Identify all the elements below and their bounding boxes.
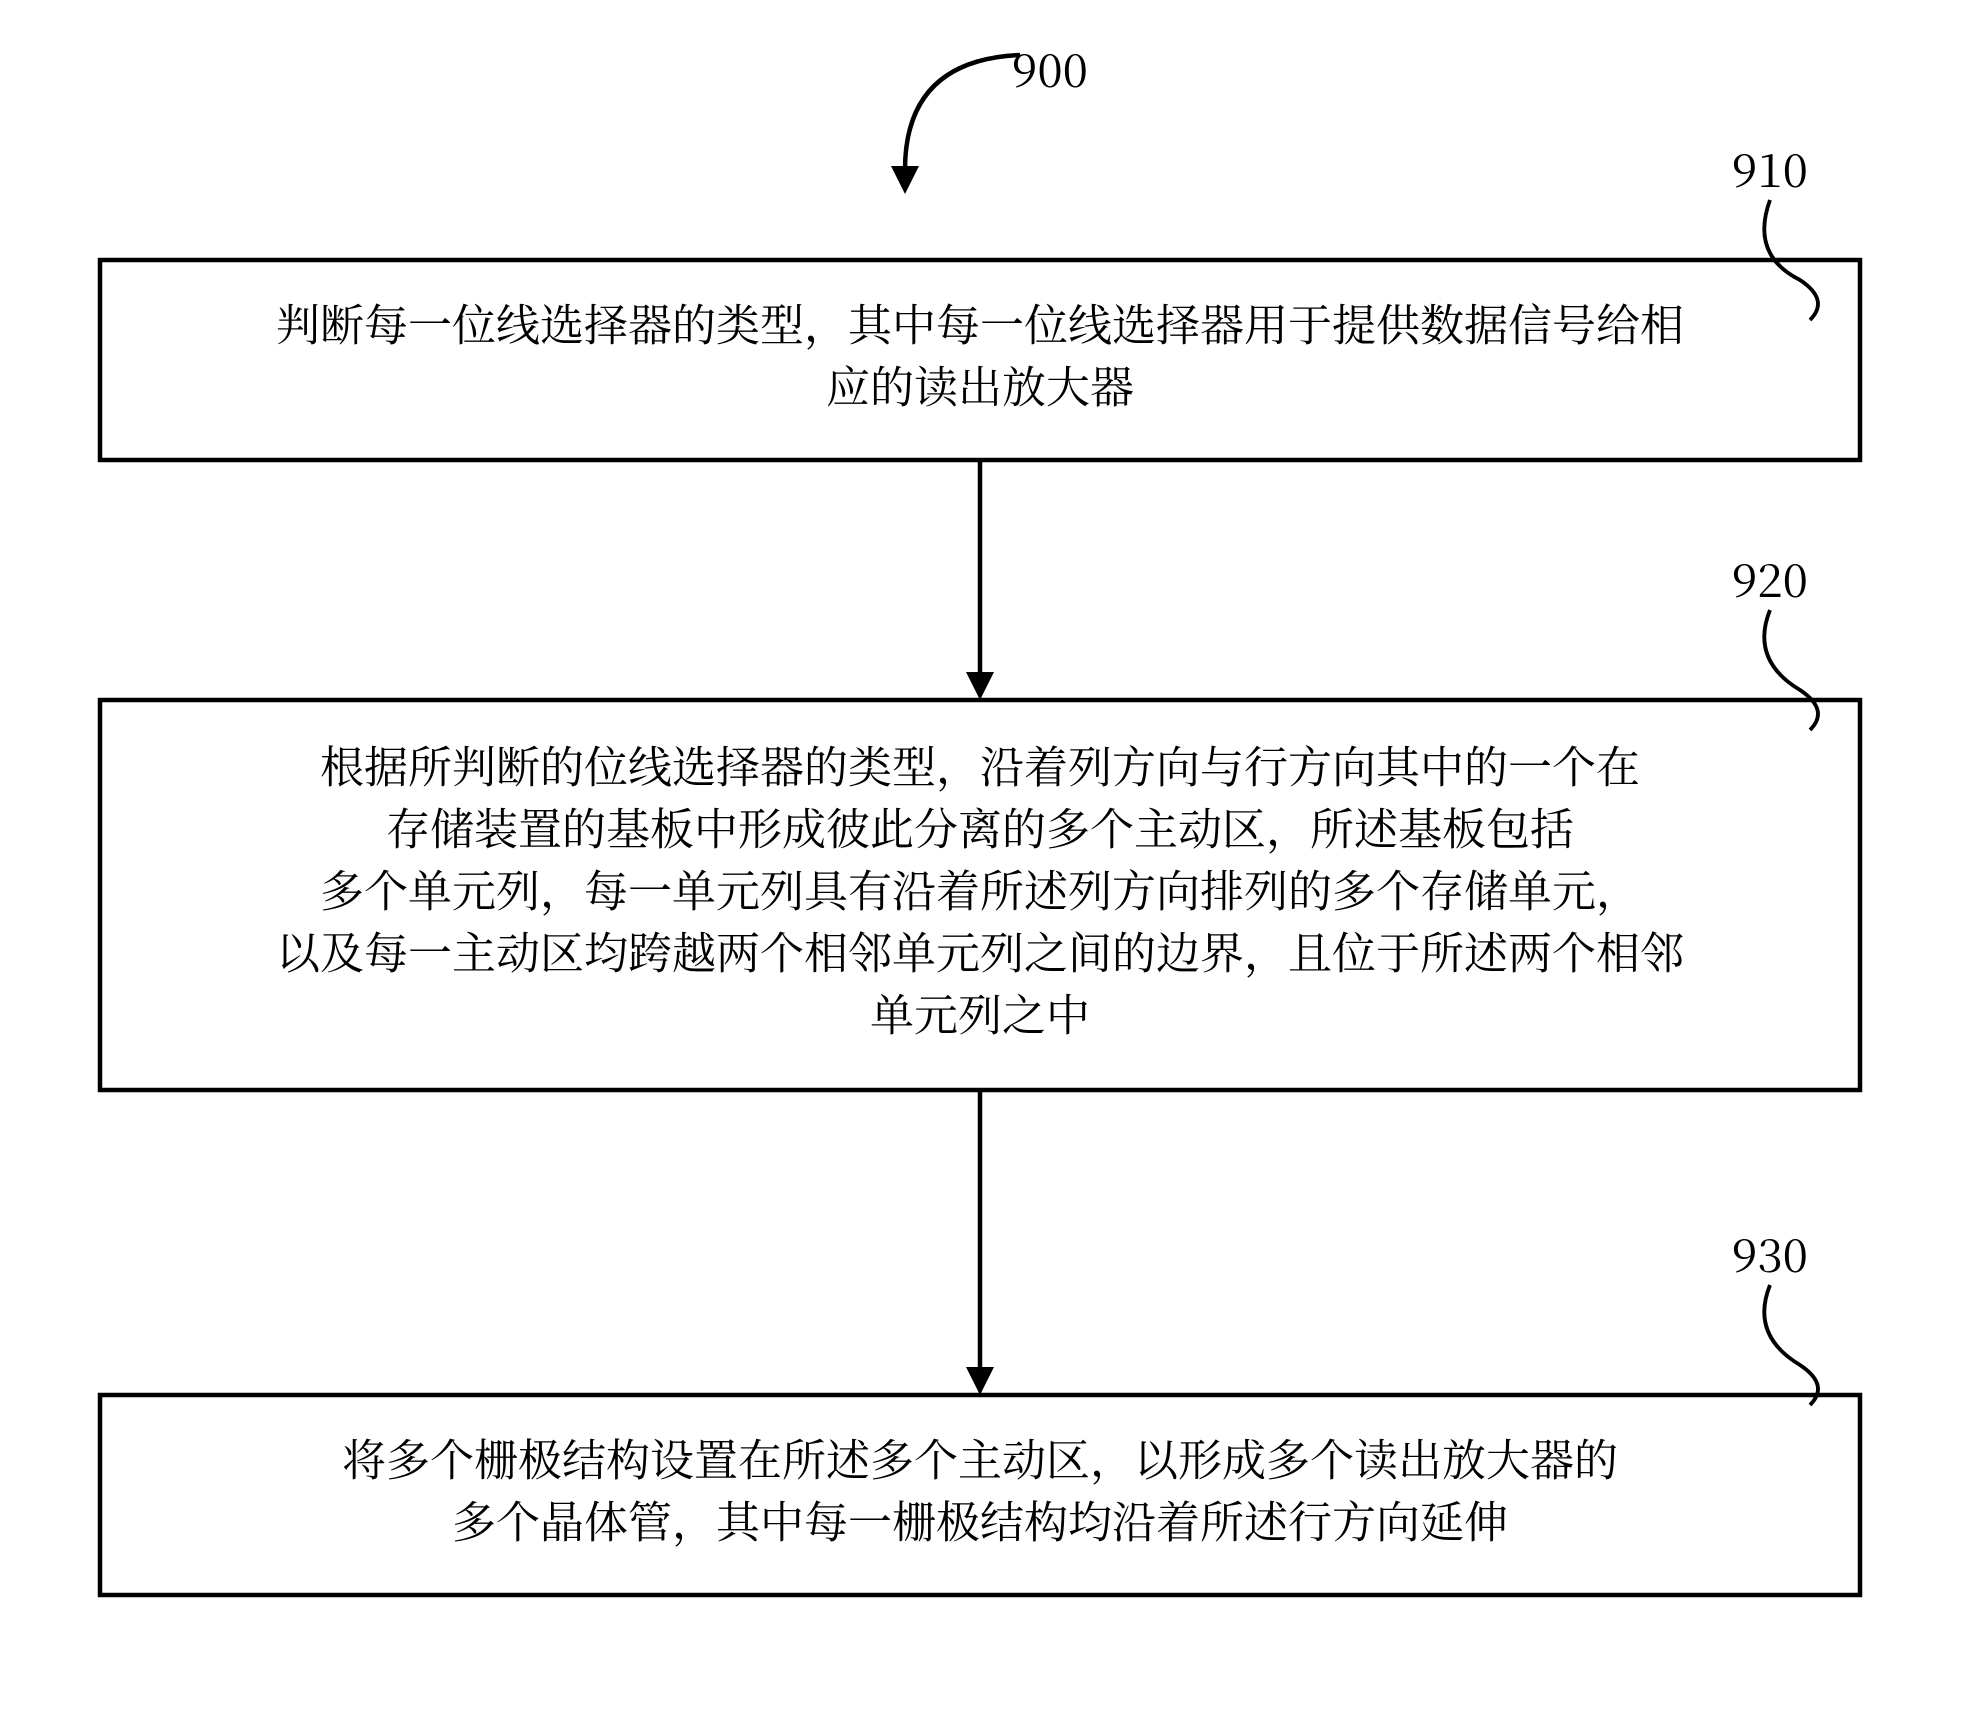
arrow-head xyxy=(891,166,919,194)
step-leader-930 xyxy=(1764,1285,1818,1405)
arrow-head xyxy=(966,672,994,700)
entry-arrow xyxy=(905,55,1020,170)
step-label-930: 930 xyxy=(1732,1220,1808,1286)
step-label-910: 910 xyxy=(1732,135,1808,201)
step-920-line: 以及每一主动区均跨越两个相邻单元列之间的边界，且位于所述两个相邻 xyxy=(276,917,1684,981)
step-920-line: 多个单元列，每一单元列具有沿着所述列方向排列的多个存储单元， xyxy=(320,855,1640,919)
step-leader-920 xyxy=(1764,610,1818,730)
figure-label: 900 xyxy=(1012,35,1088,101)
step-920-line: 根据所判断的位线选择器的类型，沿着列方向与行方向其中的一个在 xyxy=(320,731,1640,795)
step-920-line: 单元列之中 xyxy=(870,979,1090,1043)
arrow-head xyxy=(966,1367,994,1395)
flowchart-root: 900 判断每一位线选择器的类型，其中每一位线选择器用于提供数据信号给相应的读出放… xyxy=(0,0,1962,1730)
step-930-line: 将多个栅极结构设置在所述多个主动区，以形成多个读出放大器的 xyxy=(342,1424,1618,1488)
step-910-line: 判断每一位线选择器的类型，其中每一位线选择器用于提供数据信号给相 xyxy=(276,289,1684,353)
step-920-line: 存储装置的基板中形成彼此分离的多个主动区，所述基板包括 xyxy=(386,793,1574,857)
step-910-line: 应的读出放大器 xyxy=(826,351,1134,415)
step-930-line: 多个晶体管，其中每一栅极结构均沿着所述行方向延伸 xyxy=(452,1486,1508,1550)
step-label-920: 920 xyxy=(1732,545,1808,611)
